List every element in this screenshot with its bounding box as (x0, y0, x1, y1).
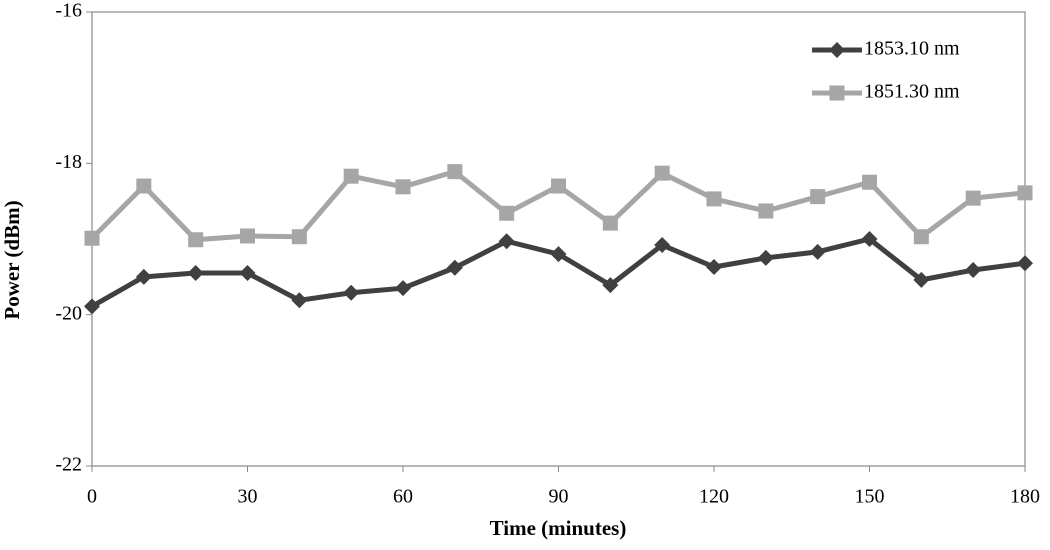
data-point (757, 249, 774, 266)
data-point (240, 228, 255, 244)
data-point (135, 268, 152, 285)
legend-marker (829, 42, 845, 58)
data-point (913, 229, 929, 245)
data-point (1017, 185, 1033, 201)
data-point (654, 165, 670, 181)
data-point (706, 191, 722, 207)
data-point (447, 164, 463, 180)
data-point (187, 265, 204, 282)
data-point (395, 179, 411, 195)
data-point (913, 271, 930, 288)
x-tick-label: 60 (393, 486, 413, 508)
x-axis-title: Time (minutes) (490, 516, 627, 540)
data-point (550, 246, 567, 263)
y-tick-label: -22 (55, 454, 82, 476)
data-point (84, 230, 100, 246)
data-point (861, 231, 878, 247)
y-tick-label: -18 (55, 151, 82, 173)
x-tick-label: 180 (1010, 486, 1040, 508)
y-axis-title: Power (dBm) (0, 200, 24, 319)
data-point (395, 280, 411, 297)
data-point (239, 265, 256, 282)
y-tick-label: -20 (55, 302, 82, 324)
data-point (84, 298, 100, 315)
data-point (551, 178, 566, 194)
data-point (965, 262, 982, 279)
data-point (706, 258, 722, 275)
data-point (499, 205, 515, 221)
data-point (343, 168, 359, 184)
x-tick-label: 90 (549, 486, 569, 508)
data-point (188, 232, 204, 248)
data-point (654, 237, 671, 254)
data-point (602, 277, 619, 294)
data-point (809, 243, 826, 260)
data-point (291, 229, 307, 245)
x-tick-label: 30 (238, 486, 258, 508)
data-point (291, 292, 308, 309)
data-point (1017, 255, 1033, 272)
data-point (862, 174, 877, 190)
legend-marker (829, 85, 845, 101)
data-point (343, 284, 360, 301)
data-point (498, 233, 515, 250)
legend-label: 1853.10 nm (864, 38, 960, 60)
y-tick-label: -16 (55, 0, 82, 22)
data-point (446, 259, 463, 276)
x-tick-label: 150 (855, 486, 885, 508)
data-point (810, 189, 826, 205)
x-tick-label: 120 (699, 486, 729, 508)
data-point (602, 215, 618, 231)
x-tick-label: 0 (87, 486, 97, 508)
data-point (758, 203, 774, 219)
legend-label: 1851.30 nm (864, 81, 960, 103)
data-point (965, 190, 981, 206)
data-point (136, 178, 152, 194)
